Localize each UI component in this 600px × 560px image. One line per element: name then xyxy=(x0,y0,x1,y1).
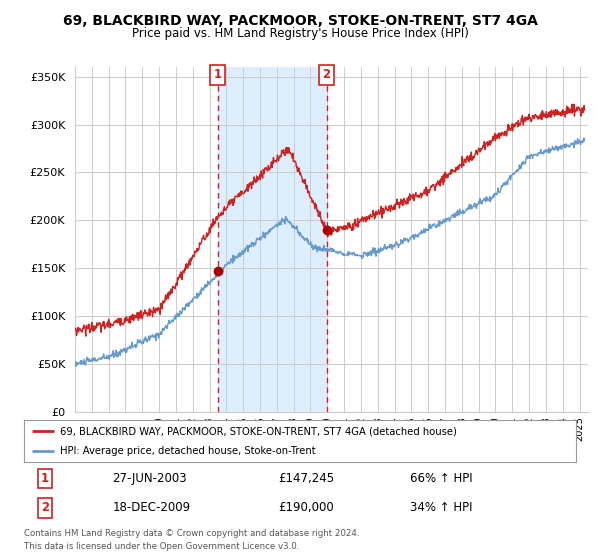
Text: Contains HM Land Registry data © Crown copyright and database right 2024.: Contains HM Land Registry data © Crown c… xyxy=(24,529,359,538)
Text: 1: 1 xyxy=(41,472,49,485)
Text: 2: 2 xyxy=(323,68,331,81)
Text: 27-JUN-2003: 27-JUN-2003 xyxy=(112,472,187,485)
Text: £147,245: £147,245 xyxy=(278,472,334,485)
Text: 1: 1 xyxy=(214,68,222,81)
Text: 18-DEC-2009: 18-DEC-2009 xyxy=(112,501,190,514)
Bar xyxy=(218,67,326,412)
Text: This data is licensed under the Open Government Licence v3.0.: This data is licensed under the Open Gov… xyxy=(24,542,299,551)
Text: 66% ↑ HPI: 66% ↑ HPI xyxy=(410,472,473,485)
Text: 69, BLACKBIRD WAY, PACKMOOR, STOKE-ON-TRENT, ST7 4GA: 69, BLACKBIRD WAY, PACKMOOR, STOKE-ON-TR… xyxy=(62,14,538,28)
Text: 69, BLACKBIRD WAY, PACKMOOR, STOKE-ON-TRENT, ST7 4GA (detached house): 69, BLACKBIRD WAY, PACKMOOR, STOKE-ON-TR… xyxy=(60,426,457,436)
Text: Price paid vs. HM Land Registry's House Price Index (HPI): Price paid vs. HM Land Registry's House … xyxy=(131,27,469,40)
Text: £190,000: £190,000 xyxy=(278,501,334,514)
Text: 2: 2 xyxy=(41,501,49,514)
Text: HPI: Average price, detached house, Stoke-on-Trent: HPI: Average price, detached house, Stok… xyxy=(60,446,316,456)
Text: 34% ↑ HPI: 34% ↑ HPI xyxy=(410,501,473,514)
